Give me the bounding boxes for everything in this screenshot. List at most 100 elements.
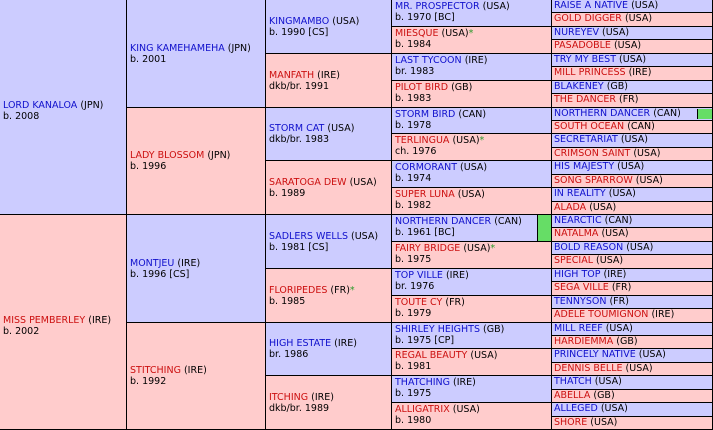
horse-name-link[interactable]: MILL REEF (554, 323, 603, 334)
horse-name-link[interactable]: HARDIEMMA (554, 336, 614, 347)
horse-name-link[interactable]: BLAKENEY (554, 81, 604, 92)
cell-content: ADELE TOUMIGNON (IRE) (554, 309, 712, 321)
horse-details: b. 1989 (269, 187, 306, 199)
horse-name-link[interactable]: SOUTH OCEAN (554, 121, 625, 132)
horse-name-link[interactable]: TENNYSON (554, 296, 607, 307)
pedigree-cell-gen5: BLAKENEY (GB) (552, 81, 713, 94)
horse-name-link[interactable]: THATCH (554, 376, 592, 387)
horse-name-link[interactable]: ITCHING (269, 391, 309, 403)
horse-name-link[interactable]: TRY MY BEST (554, 54, 616, 65)
horse-name-link[interactable]: CRIMSON SAINT (554, 148, 631, 159)
horse-name-link[interactable]: REGAL BEAUTY (395, 350, 468, 361)
horse-name-link[interactable]: MIESQUE (395, 28, 439, 39)
horse-details: dkb/br. 1991 (269, 80, 330, 92)
horse-name-link[interactable]: SUPER LUNA (395, 189, 455, 200)
horse-name-link[interactable]: THE DANCER (554, 94, 616, 105)
horse-name-link[interactable]: ABELLA (554, 390, 591, 401)
horse-name-link[interactable]: MISS PEMBERLEY (3, 315, 86, 326)
horse-name-link[interactable]: ALLEGED (554, 403, 598, 414)
cell-content: NATALMA (USA) (554, 228, 712, 240)
cell-content: THE DANCER (FR) (554, 94, 712, 106)
cell-content: NORTHERN DANCER (CAN) (554, 108, 712, 120)
horse-name-link[interactable]: GOLD DIGGER (554, 13, 622, 24)
horse-name-link[interactable]: IN REALITY (554, 188, 606, 199)
horse-name-link[interactable]: PASADOBLE (554, 40, 611, 51)
horse-country: (FR) (611, 282, 632, 293)
horse-name-link[interactable]: SECRETARIAT (554, 134, 618, 145)
horse-country: (USA) (626, 242, 654, 253)
pedigree-cell-gen4: ALLIGATRIX (USA) b. 1980 (392, 403, 552, 430)
horse-country: (CAN) (653, 108, 681, 119)
horse-name-link[interactable]: STITCHING (130, 365, 181, 376)
horse-name-link[interactable]: DENNIS BELLE (554, 363, 623, 374)
cell-content: THATCHING (IRE) b. 1975 (395, 376, 551, 399)
horse-details: b. 1975 (395, 254, 432, 265)
horse-name-link[interactable]: MR. PROSPECTOR (395, 1, 480, 12)
horse-name-link[interactable]: TERLINGUA (395, 135, 450, 146)
cell-content: HIGH TOP (IRE) (554, 269, 712, 281)
cell-content: SADLERS WELLS (USA) b. 1981 [CS] (269, 231, 378, 253)
pedigree-cell-gen2: STITCHING (IRE) b. 1992 (127, 323, 266, 430)
horse-name-link[interactable]: MILL PRINCESS (554, 67, 626, 78)
horse-name-link[interactable]: LADY BLOSSOM (130, 150, 205, 161)
horse-name-link[interactable]: ALADA (554, 202, 587, 213)
cell-content: ITCHING (IRE) dkb/br. 1989 (269, 392, 334, 414)
pedigree-cell-gen3: MANFATH (IRE) dkb/br. 1991 (266, 54, 392, 108)
horse-country: (GB) (616, 336, 638, 347)
horse-name-link[interactable]: MONTJEU (130, 257, 175, 269)
horse-name-link[interactable]: BOLD REASON (554, 242, 624, 253)
horse-name-link[interactable]: SPECIAL (554, 255, 593, 266)
horse-name-link[interactable]: PRINCELY NATIVE (554, 349, 636, 360)
horse-name-link[interactable]: LORD KANALOA (3, 100, 78, 111)
horse-details: b. 2002 (3, 326, 40, 337)
horse-name-link[interactable]: PILOT BIRD (395, 82, 449, 93)
horse-name-link[interactable]: MANFATH (269, 69, 315, 81)
horse-name-link[interactable]: RAISE A NATIVE (554, 0, 629, 11)
horse-name-link[interactable]: SARATOGA DEW (269, 176, 347, 188)
horse-name-link[interactable]: SEGA VILLE (554, 282, 609, 293)
horse-name-link[interactable]: LAST TYCOON (395, 55, 462, 66)
cell-content: KING KAMEHAMEHA (JPN) b. 2001 (130, 43, 251, 65)
cell-content: GOLD DIGGER (USA) (554, 13, 712, 25)
horse-name-link[interactable]: SONG SPARROW (554, 175, 633, 186)
horse-country: (USA) (625, 363, 653, 374)
horse-details: br. 1976 (395, 281, 435, 292)
horse-details: b. 1996 [CS] (130, 268, 190, 280)
cell-content: CORMORANT (USA) b. 1974 (395, 161, 551, 184)
horse-name-link[interactable]: NUREYEV (554, 27, 599, 38)
horse-name-link[interactable]: NATALMA (554, 228, 599, 239)
horse-name-link[interactable]: NORTHERN DANCER (395, 216, 492, 227)
pedigree-cell-gen5: SONG SPARROW (USA) (552, 175, 713, 188)
horse-country: (USA) (600, 403, 628, 414)
horse-name-link[interactable]: FAIRY BRIDGE (395, 243, 461, 254)
horse-name-link[interactable]: THATCHING (395, 377, 451, 388)
cell-content: TERLINGUA (USA)* ch. 1976 (395, 134, 551, 157)
pedigree-cell-gen4: MIESQUE (USA)* b. 1984 (392, 27, 552, 54)
horse-name-link[interactable]: HIS MAJESTY (554, 161, 615, 172)
horse-name-link[interactable]: NEARCTIC (554, 215, 602, 226)
horse-name-link[interactable]: SHIRLEY HEIGHTS (395, 324, 480, 335)
horse-name-link[interactable]: SHORE (554, 417, 588, 428)
horse-name-link[interactable]: HIGH ESTATE (269, 338, 332, 349)
horse-name-link[interactable]: ADELE TOUMIGNON (554, 309, 649, 320)
cell-content: TOUTE CY (FR) b. 1979 (395, 296, 551, 319)
horse-name-link[interactable]: NORTHERN DANCER (554, 108, 651, 119)
pedigree-cell-gen4: PILOT BIRD (GB) b. 1983 (392, 81, 552, 108)
horse-name-link[interactable]: FLORIPEDES (269, 284, 328, 296)
horse-name-link[interactable]: KING KAMEHAMEHA (130, 42, 225, 54)
horse-country: (FR) (445, 297, 465, 308)
horse-country: (USA) (482, 1, 510, 12)
horse-name-link[interactable]: HIGH TOP (554, 269, 601, 280)
horse-name-link[interactable]: STORM BIRD (395, 109, 456, 120)
horse-name-link[interactable]: KINGMAMBO (269, 15, 330, 27)
pedigree-cell-gen3: KINGMAMBO (USA) b. 1990 [CS] (266, 0, 392, 54)
horse-name-link[interactable]: ALLIGATRIX (395, 404, 450, 415)
horse-name-link[interactable]: TOP VILLE (395, 270, 443, 281)
horse-name-link[interactable]: STORM CAT (269, 123, 325, 134)
horse-name-link[interactable]: TOUTE CY (395, 297, 443, 308)
horse-name-link[interactable]: CORMORANT (395, 162, 458, 173)
pedigree-cell-gen4: LAST TYCOON (IRE) br. 1983 (392, 54, 552, 81)
horse-name-link[interactable]: SADLERS WELLS (269, 230, 348, 242)
highlight-flag-icon (537, 215, 551, 241)
horse-country: (JPN) (207, 150, 231, 161)
